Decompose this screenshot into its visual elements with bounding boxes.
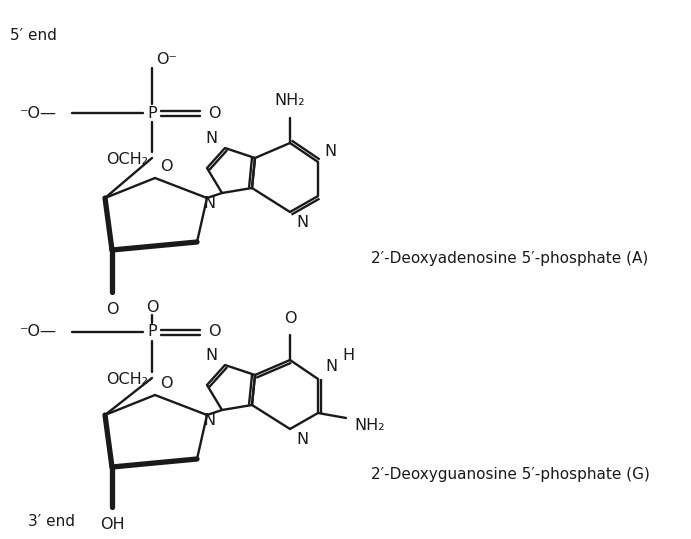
Text: OCH₂: OCH₂: [106, 372, 148, 388]
Text: O: O: [208, 106, 220, 121]
Text: O: O: [146, 301, 158, 315]
Text: ⁻O—: ⁻O—: [20, 106, 57, 121]
Text: O: O: [106, 302, 118, 317]
Text: N: N: [206, 348, 218, 363]
Text: 2′-Deoxyguanosine 5′-phosphate (G): 2′-Deoxyguanosine 5′-phosphate (G): [370, 467, 650, 482]
Text: N: N: [204, 196, 216, 211]
Text: 3′ end: 3′ end: [28, 515, 75, 529]
Text: O: O: [284, 311, 296, 326]
Text: N: N: [206, 131, 218, 146]
Text: N: N: [296, 432, 308, 447]
Text: OH: OH: [100, 517, 124, 532]
Text: N: N: [204, 413, 216, 428]
Text: O: O: [160, 159, 173, 174]
Text: N: N: [296, 215, 308, 230]
Text: 2′-Deoxyadenosine 5′-phosphate (A): 2′-Deoxyadenosine 5′-phosphate (A): [371, 251, 649, 266]
Text: H: H: [342, 348, 354, 363]
Text: O⁻: O⁻: [156, 52, 177, 67]
Text: 5′ end: 5′ end: [10, 27, 57, 43]
Text: O: O: [208, 324, 220, 340]
Text: O: O: [160, 376, 173, 391]
Text: N: N: [325, 359, 337, 374]
Text: NH₂: NH₂: [354, 418, 384, 432]
Text: ⁻O—: ⁻O—: [20, 324, 57, 340]
Text: P: P: [147, 106, 157, 121]
Text: N: N: [324, 144, 336, 159]
Text: NH₂: NH₂: [275, 93, 305, 108]
Text: P: P: [147, 324, 157, 340]
Text: OCH₂: OCH₂: [106, 153, 148, 168]
